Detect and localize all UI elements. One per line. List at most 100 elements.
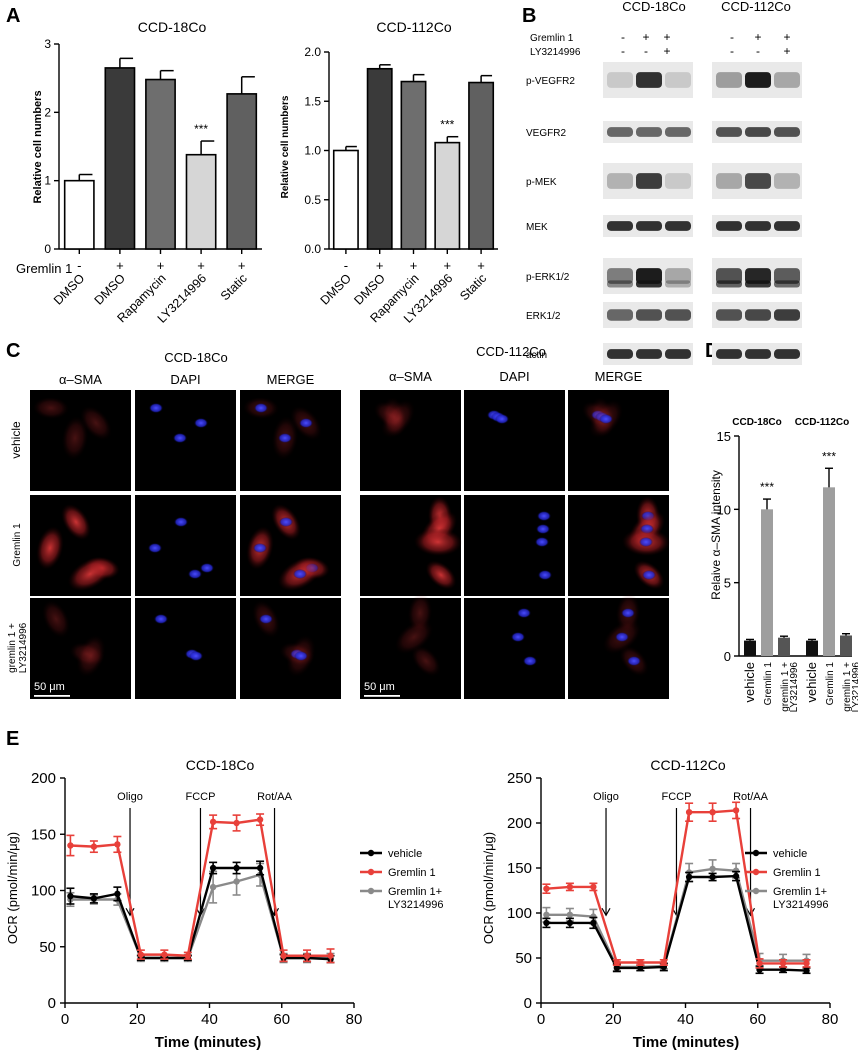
panel-letter-a: A	[6, 5, 20, 27]
chart-e2-data-point	[566, 883, 574, 891]
chart-a1-gremlin-sign: +	[116, 258, 124, 273]
cell-cytoplasm	[42, 600, 70, 638]
chart-a2-gremlin-sign: +	[376, 258, 384, 273]
chart-a2-significance: ***	[440, 118, 454, 132]
chart-a1-category-label: Static	[218, 271, 250, 303]
chart-e2-legend-label: LY3214996	[773, 899, 828, 911]
blot-band	[665, 72, 691, 88]
chart-a2-ytick-label: 0.5	[304, 193, 321, 207]
blot-band-label: p-MEK	[526, 177, 557, 188]
chart-a1-bar	[145, 78, 176, 250]
cell-cytoplasm	[411, 645, 441, 677]
chart-e1-annotation: Rot/AA	[257, 791, 293, 803]
chart-e2-data-point	[590, 919, 597, 927]
chart-e2-data-point	[637, 964, 644, 972]
blot-sign: +	[783, 44, 790, 58]
chart-e1-data-point	[256, 864, 264, 872]
chart-e1-data-point	[90, 843, 98, 850]
cell-nucleus	[523, 656, 537, 666]
chart-e2-annotation-arrowhead	[746, 907, 756, 917]
chart-e2-data-point	[685, 873, 693, 881]
chart-e2-data-point	[803, 967, 810, 974]
chart-a2-title: CCD-112Co	[376, 19, 451, 35]
chart-e2-xtick-label: 80	[822, 1011, 839, 1028]
blot-sign: -	[644, 44, 648, 58]
chart-e1-data-point	[114, 890, 121, 898]
chart-a1-ylabel: Relative cell numbers	[32, 90, 44, 203]
blot-band	[716, 268, 742, 284]
scale-bar-label: 50 μm	[364, 681, 395, 693]
chart-e1-data-point	[280, 952, 287, 959]
blot-sign: +	[663, 44, 670, 58]
chart-e1-ytick-label: 150	[31, 826, 56, 843]
blot-band	[607, 221, 633, 231]
blot-band	[774, 127, 800, 137]
blot-band	[716, 309, 742, 321]
chart-e2-ytick-label: 100	[507, 905, 532, 922]
micro-column-label: α–SMA	[389, 369, 432, 384]
panel-b: CCD-18Co CCD-112Co Gremlin 1 LY3214996 -…	[526, 0, 802, 365]
chart-d-category-label: LY3214996	[789, 662, 800, 713]
chart-e2-data-point	[803, 960, 810, 967]
cell-cytoplasm	[80, 405, 112, 441]
panel-letter-c: C	[6, 340, 20, 362]
chart-e2-ytick-label: 150	[507, 860, 532, 877]
chart-e1-data-point	[327, 952, 334, 959]
blot-band	[636, 349, 662, 359]
chart-e1-ytick-label: 100	[31, 883, 56, 900]
panel-e: CCD-18Co CCD-112Co Time (minutes) Time (…	[5, 757, 838, 1051]
chart-e1-annotation: FCCP	[185, 791, 215, 803]
blot-sign: +	[642, 30, 649, 44]
blot-band	[636, 280, 662, 288]
chart-e2-data-point	[709, 873, 716, 881]
blot-band	[607, 72, 633, 88]
blot-band	[745, 309, 771, 321]
chart-e2-data-point	[779, 966, 787, 973]
micro-column-label: DAPI	[170, 372, 200, 387]
micro-column-label: MERGE	[267, 372, 315, 387]
chart-e1-xtick-label: 20	[129, 1011, 146, 1028]
blot-band	[745, 127, 771, 137]
panel-letter-e: E	[6, 728, 19, 750]
chart-d-bar	[761, 509, 773, 656]
blot-band	[636, 173, 662, 189]
chart-d-category-label: Gremlin 1	[763, 662, 774, 706]
chart-e2-data-point	[756, 960, 763, 967]
blot-treatment-ly: LY3214996	[530, 47, 581, 58]
cell-nucleus	[538, 570, 552, 580]
chart-d-bar	[823, 487, 835, 656]
chart-a1-bar	[185, 153, 217, 250]
blot-sign: -	[621, 44, 625, 58]
blot-sign: -	[730, 30, 734, 44]
blot-band	[665, 268, 691, 284]
chart-e2-data-point	[543, 885, 550, 892]
chart-e2-ylabel: OCR (pmol/min/μg)	[481, 832, 496, 944]
chart-e1-xtick-label: 80	[346, 1011, 363, 1028]
chart-d-significance: ***	[822, 449, 836, 463]
micro-row-label: gremlin 1 +	[7, 623, 18, 673]
cell-nucleus	[537, 511, 551, 521]
blot-sign: -	[730, 44, 734, 58]
chart-a1-title: CCD-18Co	[138, 19, 207, 35]
chart-a2-bar	[468, 81, 495, 250]
chart-e1-data-point	[90, 895, 98, 902]
chart-e2-annotation: Oligo	[593, 791, 619, 803]
cell-cytoplasm	[76, 634, 106, 678]
chart-e2-ytick-label: 200	[507, 815, 532, 832]
cell-nucleus	[279, 517, 293, 527]
cell-cytoplasm	[36, 526, 64, 570]
cell-cytoplasm	[61, 416, 89, 460]
cell-nucleus	[174, 517, 188, 527]
chart-e2-title: CCD-112Co	[650, 757, 725, 773]
micro-row-label: Gremlin 1	[12, 523, 23, 567]
chart-e2-data-point	[613, 964, 621, 972]
chart-d-bar	[806, 640, 818, 656]
cell-cytoplasm	[67, 557, 113, 591]
chart-e2-legend-marker	[752, 849, 760, 857]
cell-nucleus	[278, 433, 292, 443]
micro-row-label: vehicle	[9, 421, 23, 459]
blot-band	[716, 127, 742, 137]
blot-band	[665, 309, 691, 321]
chart-e2-series-line	[546, 809, 807, 965]
blot-band-label: ERK1/2	[526, 311, 561, 322]
